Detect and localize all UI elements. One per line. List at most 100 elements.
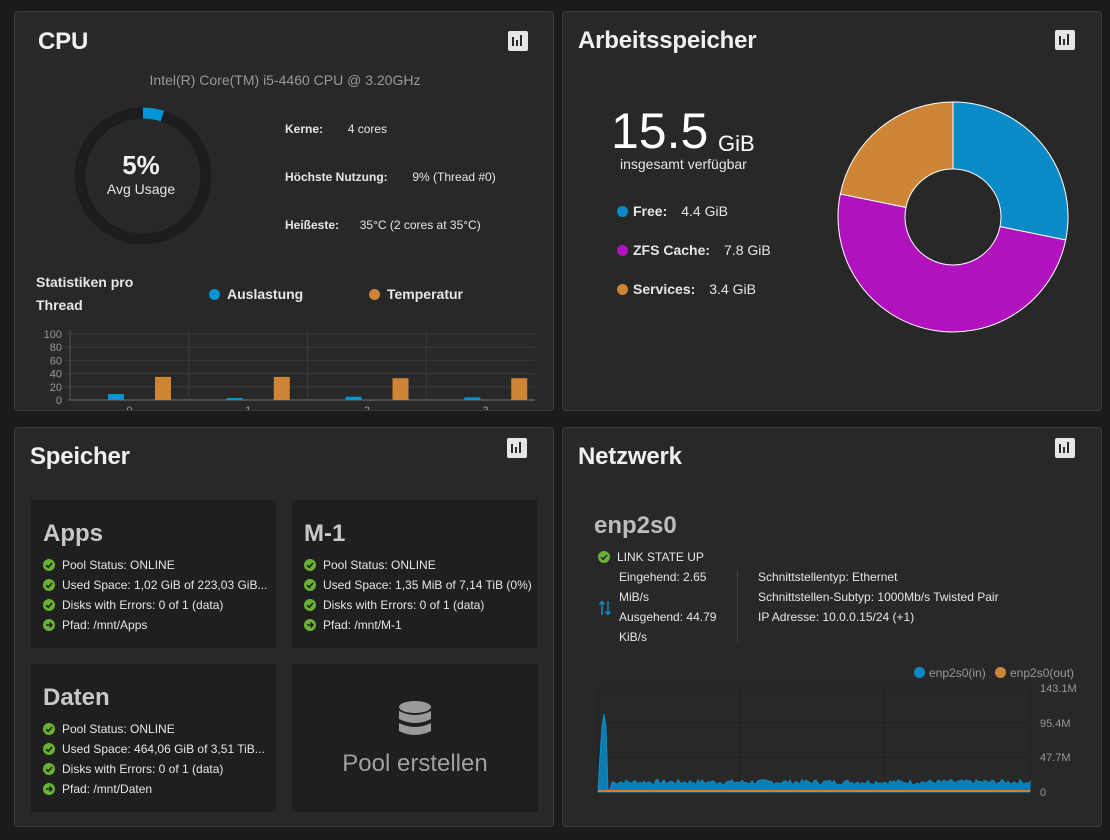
- bar-auslastung-thread-0: [108, 394, 124, 400]
- net-legend-in[interactable]: enp2s0(in): [914, 666, 986, 680]
- ip-address: IP Adresse: 10.0.0.15/24 (+1): [758, 610, 915, 624]
- memory-legend-services: Services: 3.4 GiB: [617, 281, 756, 297]
- donut-slice-2: [839, 101, 954, 208]
- bar-chart-icon: [511, 442, 521, 453]
- legend-usage-label: Auslastung: [227, 286, 304, 302]
- arrow-right-circle-icon: [304, 619, 316, 631]
- network-card: [562, 427, 1102, 827]
- pool-used-row: Used Space: 464,06 GiB of 3,51 TiB...: [43, 742, 265, 756]
- y-tick-label: 143.1M: [1040, 683, 1077, 695]
- network-report-button[interactable]: [1055, 438, 1075, 458]
- bar-auslastung-thread-3: [464, 397, 481, 400]
- memory-legend-free: Free: 4.4 GiB: [617, 203, 728, 219]
- database-icon: [399, 701, 431, 735]
- y-tick-label: 60: [50, 355, 62, 367]
- pool-used-row: Used Space: 1,35 MiB of 7,14 TiB (0%): [304, 578, 532, 592]
- outgoing-line1: Ausgehend: 44.79: [619, 610, 717, 624]
- cpu-thread-chart: 1008060402000123: [44, 329, 535, 410]
- cpu-highest-label: Höchste Nutzung:: [285, 170, 388, 184]
- y-tick-label: 100: [44, 329, 62, 341]
- pool-status-row: Pool Status: ONLINE: [43, 722, 175, 736]
- check-circle-icon: [43, 599, 55, 611]
- incoming-line1: Eingehend: 2.65: [619, 570, 707, 584]
- memory-free-label: Free:: [633, 203, 668, 219]
- check-circle-icon: [43, 723, 55, 735]
- cpu-report-button[interactable]: [508, 31, 528, 51]
- incoming-line2: MiB/s: [619, 590, 649, 604]
- bar-temperatur-thread-3: [511, 378, 528, 400]
- pool-path: Pfad: /mnt/M-1: [323, 618, 402, 632]
- pool-errors-row: Disks with Errors: 0 of 1 (data): [304, 598, 484, 612]
- pool-card-m1[interactable]: M-1 Pool Status: ONLINE Used Space: 1,35…: [292, 500, 537, 648]
- check-circle-icon: [43, 763, 55, 775]
- pool-status-row: Pool Status: ONLINE: [304, 558, 436, 572]
- traffic-arrows-icon: [598, 600, 612, 616]
- y-tick-label: 40: [50, 369, 62, 381]
- pool-card-apps[interactable]: Apps Pool Status: ONLINE Used Space: 1,0…: [31, 500, 276, 648]
- check-circle-icon: [304, 579, 316, 591]
- check-circle-icon: [598, 551, 610, 563]
- x-tick-label: 1: [245, 405, 251, 410]
- pool-errors-row: Disks with Errors: 0 of 1 (data): [43, 598, 223, 612]
- y-tick-label: 80: [50, 342, 62, 354]
- pool-path-row: Pfad: /mnt/Daten: [43, 782, 152, 796]
- legend-temp[interactable]: Temperatur: [369, 286, 463, 302]
- x-tick-label: 2: [364, 405, 370, 410]
- pool-name: Daten: [43, 684, 110, 711]
- bar-temperatur-thread-1: [273, 376, 290, 400]
- memory-total-label: insgesamt verfügbar: [620, 156, 747, 172]
- cpu-card: CPU Intel(R) Core(TM) i5-4460 CPU @ 3.20…: [14, 11, 554, 411]
- check-circle-icon: [304, 599, 316, 611]
- bar-chart-icon: [1059, 442, 1069, 453]
- storage-title: Speicher: [30, 443, 130, 470]
- cpu-avg-usage-value: 5%: [122, 150, 160, 180]
- memory-total-value: 15.5: [611, 103, 709, 159]
- y-tick-label: 95.4M: [1040, 718, 1071, 730]
- outgoing-line2: KiB/s: [619, 630, 648, 644]
- net-legend-out[interactable]: enp2s0(out): [995, 666, 1074, 680]
- memory-report-button[interactable]: [1055, 30, 1075, 50]
- cpu-stats-title-1: Statistiken pro: [36, 274, 134, 290]
- services-dot: [617, 284, 628, 295]
- pool-path: Pfad: /mnt/Apps: [62, 618, 148, 632]
- check-circle-icon: [304, 559, 316, 571]
- create-pool-card[interactable]: Pool erstellen: [292, 664, 538, 812]
- pool-status-row: Pool Status: ONLINE: [43, 558, 175, 572]
- pool-used: Used Space: 464,06 GiB of 3,51 TiB...: [62, 742, 265, 756]
- check-circle-icon: [43, 559, 55, 571]
- pool-card-daten[interactable]: Daten Pool Status: ONLINE Used Space: 46…: [31, 664, 276, 812]
- interface-type: Schnittstellentyp: Ethernet: [758, 570, 898, 584]
- memory-title: Arbeitsspeicher: [578, 27, 757, 54]
- free-dot: [617, 206, 628, 217]
- cpu-avg-usage-label: Avg Usage: [106, 181, 176, 197]
- x-tick-label: 3: [483, 405, 489, 410]
- legend-temp-label: Temperatur: [387, 286, 463, 302]
- y-tick-label: 0: [56, 395, 62, 407]
- pool-status: Pool Status: ONLINE: [62, 722, 175, 736]
- pool-errors-row: Disks with Errors: 0 of 1 (data): [43, 762, 223, 776]
- pool-used-row: Used Space: 1,02 GiB of 223,03 GiB...: [43, 578, 267, 592]
- pool-errors: Disks with Errors: 0 of 1 (data): [62, 598, 224, 612]
- pool-name: M-1: [304, 520, 346, 547]
- net-in-dot: [914, 667, 925, 678]
- net-legend-in-label: enp2s0(in): [929, 666, 986, 680]
- legend-usage[interactable]: Auslastung: [209, 286, 303, 302]
- cpu-highest-value: 9% (Thread #0): [412, 170, 496, 184]
- link-state: LINK STATE UP: [617, 550, 704, 564]
- pool-status: Pool Status: ONLINE: [62, 558, 175, 572]
- pool-errors: Disks with Errors: 0 of 1 (data): [323, 598, 485, 612]
- cpu-title: CPU: [38, 28, 89, 55]
- bar-temperatur-thread-0: [155, 376, 171, 400]
- donut-slice-0: [952, 101, 1069, 241]
- check-circle-icon: [43, 743, 55, 755]
- create-pool-label: Pool erstellen: [342, 750, 488, 777]
- pool-status: Pool Status: ONLINE: [323, 558, 436, 572]
- pool-path-row: Pfad: /mnt/M-1: [304, 618, 402, 632]
- memory-donut-chart: [837, 101, 1069, 333]
- pool-errors: Disks with Errors: 0 of 1 (data): [62, 762, 224, 776]
- storage-report-button[interactable]: [507, 438, 527, 458]
- y-tick-label: 0: [1040, 787, 1046, 799]
- cpu-cores-label: Kerne:: [285, 122, 324, 136]
- network-traffic-chart: 143.1M 95.4M 47.7M 0: [597, 683, 1077, 799]
- legend-temp-dot: [369, 289, 380, 300]
